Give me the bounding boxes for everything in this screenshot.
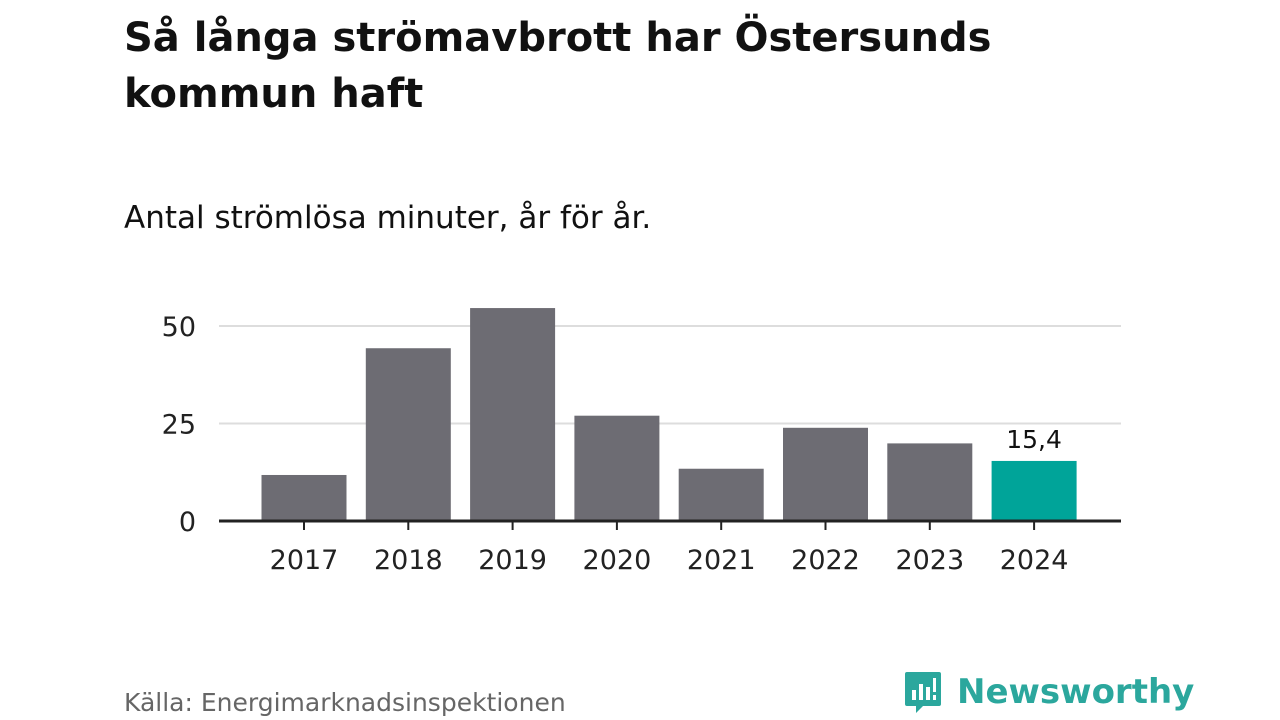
- y-tick-label: 25: [162, 410, 196, 441]
- x-tick-label: 2023: [895, 545, 964, 576]
- bar-2019: [470, 308, 556, 521]
- x-tick-label: 2024: [1000, 545, 1069, 576]
- x-tick-label: 2019: [478, 545, 547, 576]
- y-tick-label: 0: [179, 507, 196, 538]
- bar-2022: [783, 427, 868, 521]
- newsworthy-logo-icon: [905, 672, 941, 713]
- chart-title: Så långa strömavbrott har Östersunds kom…: [124, 15, 992, 117]
- bar-2023: [887, 443, 973, 521]
- x-tick-label: 2017: [270, 545, 339, 576]
- x-tick-label: 2020: [583, 545, 652, 576]
- bar-2024: [991, 460, 1077, 521]
- bar-chart: 0 25 50 2017 2018 2019 2020 2021 2022 2023 2024 15,…: [162, 308, 1121, 576]
- x-tick-label: 2018: [374, 545, 443, 576]
- bar-2017: [261, 474, 347, 521]
- bar-2021: [678, 468, 764, 521]
- chart-subtitle: Antal strömlösa minuter, år för år.: [124, 200, 652, 236]
- y-tick-label: 50: [162, 312, 196, 343]
- bar-2020: [574, 415, 660, 521]
- brand-name: Newsworthy: [957, 672, 1195, 712]
- x-tick-label: 2022: [791, 545, 860, 576]
- bar-2018: [365, 348, 451, 521]
- brand-logo: Newsworthy: [903, 670, 1194, 714]
- data-label: 15,4: [1006, 425, 1062, 454]
- x-tick-label: 2021: [687, 545, 756, 576]
- source-note: Källa: Energimarknadsinspektionen: [124, 688, 566, 717]
